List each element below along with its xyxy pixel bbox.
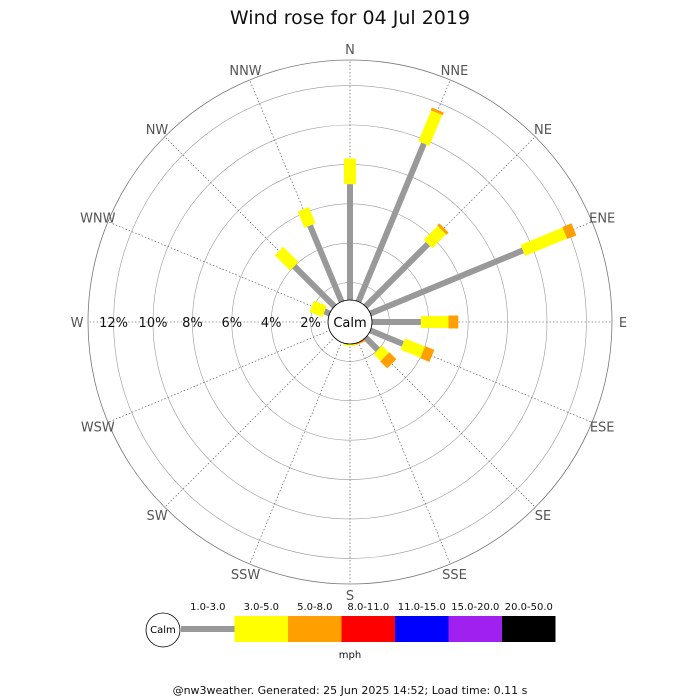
legend-swatch-5 — [395, 616, 449, 642]
direction-label-w: W — [71, 316, 84, 331]
direction-labels: N NNE NE ENE E ESE SE SSE S SSW SW WSW W WNW NW NNW — [71, 43, 628, 604]
bar-ese-bin-3 — [420, 346, 435, 362]
ring-label-10: 10% — [139, 316, 168, 331]
direction-label-nne: NNE — [441, 64, 469, 79]
wind-spokes — [274, 107, 577, 369]
legend-calm-label: Calm — [150, 625, 176, 636]
legend-label-6: 15.0-20.0 — [451, 602, 499, 613]
calm-center: Calm — [327, 299, 373, 345]
direction-label-sse: SSE — [442, 568, 467, 583]
legend-swatch-7 — [502, 616, 556, 642]
bar-nne-bin-3 — [430, 107, 444, 116]
direction-label-ssw: SSW — [231, 568, 261, 583]
ring-label-2: 2% — [300, 316, 321, 331]
legend-unit: mph — [339, 650, 361, 661]
bar-wnw-bin-2 — [309, 300, 327, 317]
calm-circle — [327, 299, 373, 345]
legend-swatch-1 — [181, 626, 235, 632]
outer-ring — [87, 59, 613, 585]
direction-label-wnw: WNW — [80, 212, 116, 227]
legend-label-3: 5.0-8.0 — [297, 602, 332, 613]
legend-label-1: 1.0-3.0 — [190, 602, 225, 613]
legend-calm-circle — [145, 612, 181, 648]
bar-nnw-bin-2 — [297, 206, 316, 228]
direction-label-ese: ESE — [590, 421, 615, 436]
grid-spoke-ssw — [249, 321, 351, 565]
ring-label-8: 8% — [182, 316, 203, 331]
bar-nne-bin-1 — [347, 142, 427, 324]
grid-spoke-se — [349, 321, 536, 508]
bar-se-bin-2 — [373, 345, 390, 362]
direction-label-nnw: NNW — [229, 64, 261, 79]
grid-spoke-sw — [164, 321, 351, 508]
bar-nne-bin-2 — [418, 110, 443, 146]
bar-ene-bin-1 — [348, 247, 525, 325]
legend-swatch-3 — [288, 616, 342, 642]
bar-nw-bin-2 — [274, 246, 299, 271]
legend-label-5: 11.0-15.0 — [398, 602, 446, 613]
bar-ne-bin-2 — [423, 225, 447, 249]
legend-swatch-4 — [341, 616, 395, 642]
speed-legend: Calm mph 1.0-3.0 3.0-5.0 5.0-8.0 8.0-11.0 11… — [145, 602, 556, 661]
direction-label-wsw: WSW — [81, 421, 115, 436]
calm-label: Calm — [333, 316, 366, 331]
grid-spoke-wsw — [107, 321, 351, 423]
grid-spoke-ne — [349, 136, 536, 323]
footer-text: @nw3weather. Generated: 25 Jun 2025 14:5… — [173, 684, 528, 697]
grid-spoke-wnw — [107, 221, 351, 323]
ring-label-4: 4% — [261, 316, 282, 331]
legend-swatch-2 — [234, 616, 288, 642]
direction-label-ne: NE — [534, 123, 552, 138]
direction-label-e: E — [619, 316, 627, 331]
direction-label-s: S — [346, 589, 354, 604]
direction-label-n: N — [345, 43, 355, 58]
direction-label-se: SE — [535, 509, 551, 524]
ring-label-6: 6% — [221, 316, 242, 331]
legend-label-2: 3.0-5.0 — [244, 602, 279, 613]
grid-spoke-nnw — [249, 79, 351, 323]
grid-spoke-ese — [349, 321, 593, 423]
bar-ne-bin-3 — [437, 223, 449, 235]
direction-label-sw: SW — [146, 509, 167, 524]
chart-title: Wind rose for 04 Jul 2019 — [230, 7, 470, 29]
ring-labels: 2% 4% 6% 8% 10% 12% — [99, 316, 321, 331]
direction-label-ene: ENE — [589, 212, 615, 227]
grid-spoke-nw — [164, 136, 351, 323]
bar-ene-bin-3 — [562, 223, 577, 240]
bar-ene-bin-2 — [520, 227, 568, 256]
legend-label-4: 8.0-11.0 — [347, 602, 389, 613]
grid-spoke-sse — [349, 321, 451, 565]
direction-label-nw: NW — [146, 123, 169, 138]
legend-swatch-6 — [448, 616, 502, 642]
bar-ese-bin-2 — [400, 338, 426, 358]
ring-label-12: 12% — [99, 316, 128, 331]
bar-se-bin-3 — [380, 352, 397, 369]
legend-label-7: 20.0-50.0 — [505, 602, 553, 613]
grid-ring-12 — [113, 85, 587, 559]
